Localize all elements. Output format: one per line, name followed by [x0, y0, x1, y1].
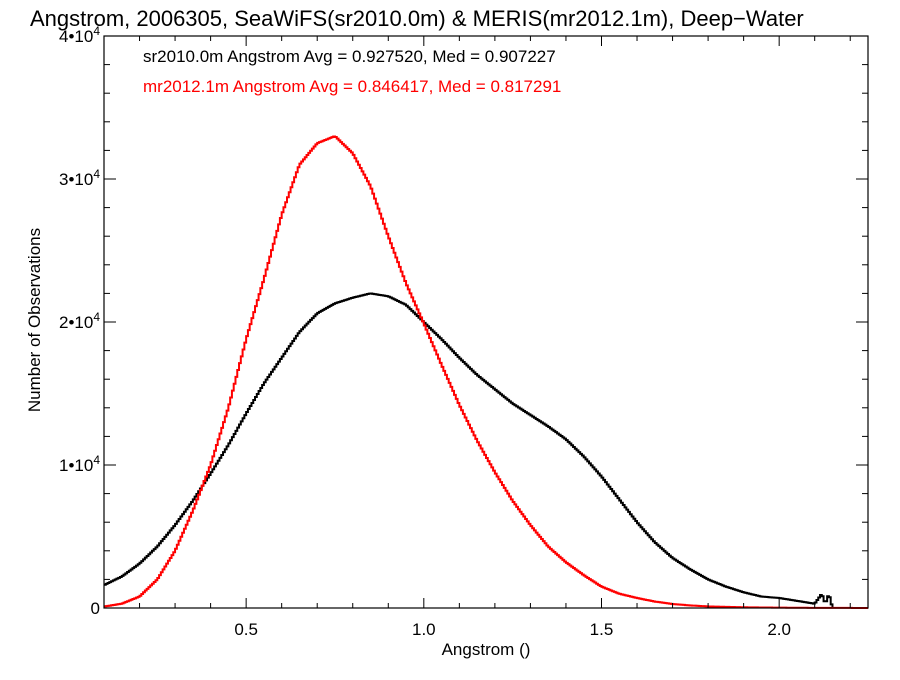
series-line-mr2012.1m [104, 135, 868, 609]
x-axis-label: Angstrom () [442, 640, 531, 659]
chart-title: Angstrom, 2006305, SeaWiFS(sr2010.0m) & … [30, 6, 804, 31]
legend-entry-sr2010: sr2010.0m Angstrom Avg = 0.927520, Med =… [143, 47, 556, 66]
series-line-sr2010.0m [104, 292, 834, 608]
y-tick-label: 2•104 [59, 310, 100, 332]
x-tick-label: 2.0 [767, 620, 791, 639]
y-tick-label: 1•104 [59, 453, 100, 475]
y-tick-label: 0 [91, 599, 100, 618]
x-tick-label: 1.5 [590, 620, 614, 639]
legend-entry-mr2012: mr2012.1m Angstrom Avg = 0.846417, Med =… [143, 77, 561, 96]
y-axis-label: Number of Observations [25, 228, 44, 412]
x-tick-label: 0.5 [234, 620, 258, 639]
x-tick-label: 1.0 [412, 620, 436, 639]
y-tick-label: 4•104 [59, 24, 100, 46]
y-tick-label: 3•104 [59, 167, 100, 189]
